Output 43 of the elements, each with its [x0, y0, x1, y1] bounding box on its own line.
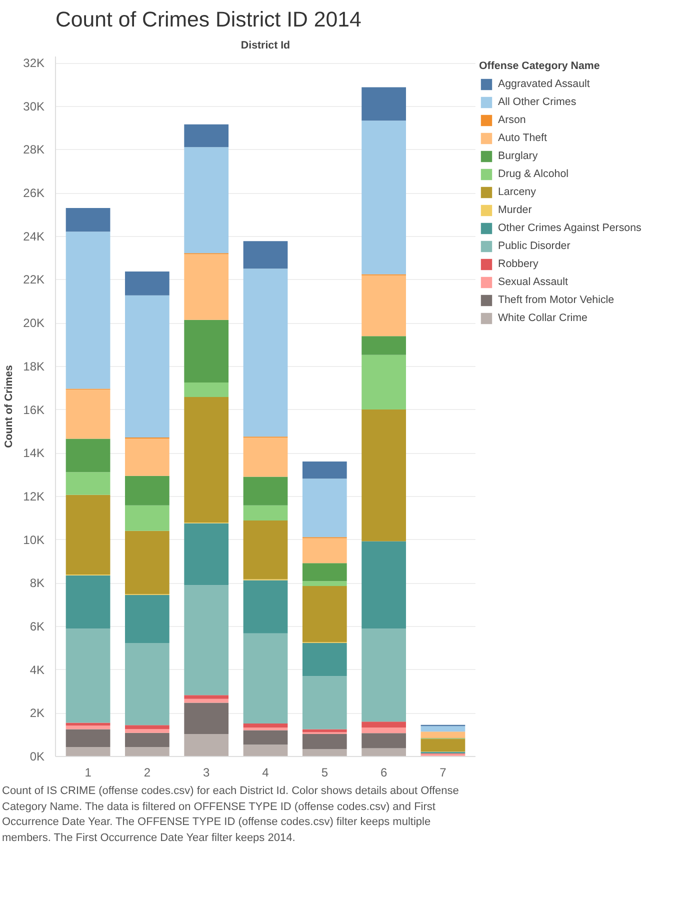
- y-tick-label: 30K: [23, 99, 45, 114]
- y-tick-label: 22K: [23, 272, 45, 287]
- y-tick-label: 8K: [30, 576, 45, 590]
- x-tick-label: 5: [321, 766, 328, 780]
- legend-label: All Other Crimes: [498, 95, 576, 109]
- y-tick-label: 10K: [23, 532, 45, 547]
- y-tick-label: 18K: [23, 359, 45, 374]
- text: Count of IS CRIME (offense codes.csv) for each District Id. Color shows details about Offense Category Name. The data is filtered on OFFENSE TYPE ID (offense codes.csv) and First Occurrence Date Year. The OFFENSE TYPE ID (offense codes.csv) filter keeps multiple members. The First Occurrence Date Year filter keeps 2014.: [2, 784, 460, 846]
- y-tick-label: 2K: [30, 706, 45, 720]
- y-tick-label: 26K: [23, 186, 45, 200]
- x-axis-title: District Id: [240, 40, 290, 52]
- legend-label: Aggravated Assault: [498, 77, 590, 91]
- y-tick-label: 24K: [23, 229, 45, 244]
- y-tick-label: 14K: [23, 446, 45, 460]
- legend-label: Larceny: [498, 185, 536, 199]
- y-tick-label: 6K: [30, 619, 45, 634]
- x-tick-label: 7: [440, 766, 447, 780]
- legend-label: Arson: [498, 113, 526, 127]
- x-tick-label: 4: [262, 766, 270, 780]
- x-tick-label: 3: [203, 766, 210, 780]
- legend-title: Offense Category Name: [479, 60, 601, 72]
- legend-label: White Collar Crime: [498, 311, 588, 325]
- legend-label: Public Disorder: [498, 239, 570, 253]
- y-tick-label: 4K: [30, 662, 45, 677]
- y-tick-label: 12K: [23, 489, 45, 504]
- legend-label: Murder: [498, 203, 532, 217]
- legend-label: Robbery: [498, 257, 538, 271]
- y-tick-label: 28K: [23, 142, 45, 157]
- y-tick-label: 0K: [30, 750, 45, 764]
- x-tick-label: 1: [84, 766, 92, 780]
- legend-label: Theft from Motor Vehicle: [498, 293, 614, 307]
- legend-label: Sexual Assault: [498, 275, 568, 289]
- legend-label: Auto Theft: [498, 131, 547, 145]
- y-tick-label: 32K: [23, 56, 45, 70]
- chart-title: Count of Crimes District ID 2014: [56, 8, 362, 32]
- y-axis-title: Count of Crimes: [3, 364, 16, 448]
- y-tick-label: 20K: [23, 316, 45, 330]
- x-tick-label: 2: [144, 766, 151, 780]
- legend-label: Other Crimes Against Persons: [498, 221, 642, 235]
- y-tick-label: 16K: [23, 402, 45, 417]
- legend-label: Burglary: [498, 149, 538, 163]
- x-tick-label: 6: [380, 766, 388, 780]
- legend-label: Drug & Alcohol: [498, 167, 568, 181]
